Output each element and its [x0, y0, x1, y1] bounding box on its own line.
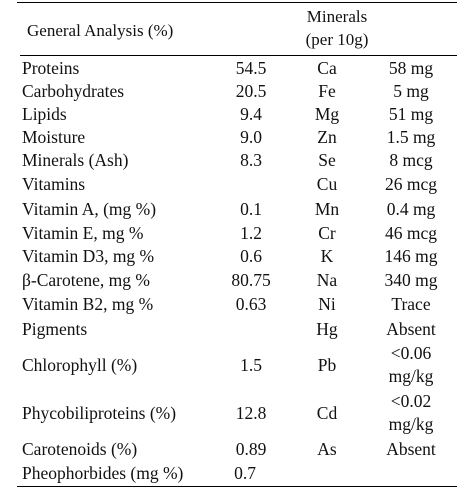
row-symbol: Na — [316, 270, 338, 290]
row-amount: Absent — [386, 439, 436, 459]
header-rule — [20, 55, 457, 56]
row-name: Vitamin D3, mg % — [22, 246, 155, 266]
row-value: 8.3 — [240, 150, 262, 170]
header-minerals-unit: (per 10g) — [305, 30, 369, 49]
row-amount: 58 mg — [388, 58, 434, 78]
row-symbol: Ca — [317, 58, 337, 78]
row-amount-line1: <0.06 — [390, 343, 432, 363]
row-value: 1.5 — [240, 355, 262, 375]
row-name: Moisture — [22, 127, 86, 147]
row-name: Chlorophyll (%) — [22, 355, 138, 375]
row-value: 12.8 — [235, 403, 267, 423]
row-symbol: Zn — [317, 127, 337, 147]
row-amount-line2: mg/kg — [388, 414, 434, 434]
row-amount: 8 mcg — [389, 150, 433, 170]
row-symbol: Hg — [316, 319, 338, 339]
row-symbol: Fe — [318, 81, 336, 101]
row-symbol: K — [320, 246, 334, 266]
row-name: Carbohydrates — [22, 81, 125, 101]
top-rule — [17, 2, 457, 3]
row-name: Carotenoids (%) — [22, 439, 138, 459]
row-name: Vitamin B2, mg % — [22, 294, 154, 314]
row-amount: 146 mg — [384, 246, 438, 266]
row-value: 0.7 — [234, 463, 256, 483]
bottom-rule — [17, 486, 457, 487]
row-name: Phycobiliproteins (%) — [22, 403, 177, 423]
row-name: β-Carotene, mg % — [22, 270, 150, 290]
row-symbol: Cd — [316, 403, 338, 423]
row-symbol: Se — [318, 150, 336, 170]
row-value: 9.0 — [240, 127, 262, 147]
header-general-analysis: General Analysis (%) — [27, 21, 174, 40]
row-amount: 1.5 mg — [386, 127, 436, 147]
row-symbol: Pb — [317, 355, 337, 375]
row-name: Minerals (Ash) — [22, 150, 129, 170]
row-name: Proteins — [22, 58, 80, 78]
row-value: 0.6 — [240, 246, 262, 266]
row-symbol: Cr — [318, 223, 336, 243]
row-value: 0.89 — [235, 439, 267, 459]
row-name: Vitamins — [22, 174, 86, 194]
row-symbol: Mg — [314, 104, 340, 124]
row-amount-line2: mg/kg — [388, 366, 434, 386]
row-value: 54.5 — [235, 58, 267, 78]
row-value: 9.4 — [240, 104, 262, 124]
row-symbol: Mn — [314, 199, 340, 219]
row-name: Vitamin E, mg % — [22, 223, 144, 243]
row-amount: 0.4 mg — [386, 199, 436, 219]
row-value: 20.5 — [235, 81, 267, 101]
row-amount-line1: <0.02 — [390, 391, 432, 411]
header-minerals: Minerals — [306, 7, 368, 26]
row-value: 80.75 — [231, 270, 271, 290]
row-name: Lipids — [22, 104, 67, 124]
row-symbol: Ni — [318, 294, 336, 314]
row-amount: 46 mcg — [384, 223, 437, 243]
row-name: Pigments — [22, 319, 88, 339]
row-value: 1.2 — [240, 223, 262, 243]
row-amount: 5 mg — [393, 81, 429, 101]
row-amount: Trace — [391, 294, 431, 314]
row-symbol: As — [317, 439, 337, 459]
row-amount: 51 mg — [388, 104, 434, 124]
row-name: Pheophorbides (mg %) — [22, 463, 184, 483]
row-value: 0.1 — [240, 199, 262, 219]
row-name: Vitamin A, (mg %) — [22, 199, 157, 219]
row-amount: 26 mcg — [384, 174, 437, 194]
row-value: 0.63 — [235, 294, 267, 314]
row-amount: 340 mg — [384, 270, 438, 290]
row-symbol: Cu — [316, 174, 338, 194]
row-amount: Absent — [386, 319, 436, 339]
